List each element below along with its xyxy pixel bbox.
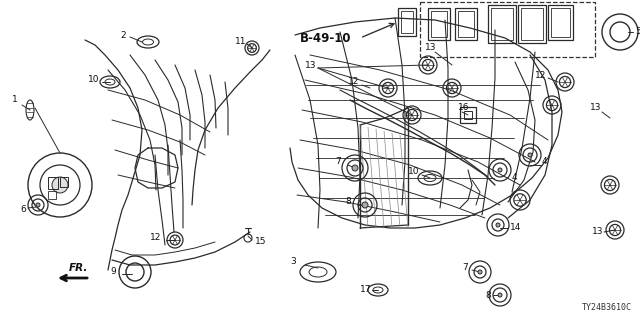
Text: 3: 3 [290, 258, 296, 267]
Bar [458, 11, 474, 37]
Text: 10: 10 [408, 167, 419, 177]
Bar [518, 5, 546, 43]
Bar [488, 5, 516, 43]
Circle shape [496, 223, 500, 227]
Text: 13: 13 [590, 103, 602, 113]
Bar [491, 8, 513, 40]
Bar [460, 107, 476, 123]
Circle shape [498, 293, 502, 297]
Bar [420, 2, 595, 57]
Text: 14: 14 [510, 223, 522, 233]
Text: 13: 13 [305, 60, 317, 69]
Circle shape [352, 165, 358, 171]
Text: 4: 4 [512, 173, 518, 182]
Bar [398, 8, 416, 36]
Circle shape [498, 168, 502, 172]
Text: 13: 13 [425, 44, 436, 52]
Text: 16: 16 [458, 103, 470, 113]
Text: 12: 12 [348, 77, 360, 86]
Text: 11: 11 [235, 37, 246, 46]
Bar [521, 8, 543, 40]
Text: 1: 1 [12, 95, 18, 105]
Text: 7: 7 [335, 157, 340, 166]
Bar [551, 8, 570, 37]
Text: 8: 8 [345, 197, 351, 206]
Text: 17: 17 [360, 285, 371, 294]
Text: 8: 8 [485, 291, 491, 300]
Text: TY24B3610C: TY24B3610C [582, 303, 632, 312]
Text: 15: 15 [255, 237, 266, 246]
Bar [48, 177, 58, 189]
Bar [401, 11, 413, 33]
Bar [431, 11, 447, 37]
Text: 6: 6 [20, 205, 26, 214]
Text: 4: 4 [542, 157, 548, 166]
Circle shape [52, 177, 68, 193]
Circle shape [362, 202, 368, 208]
Bar [464, 111, 472, 119]
Text: 13: 13 [592, 228, 604, 236]
Circle shape [528, 153, 532, 157]
Text: 10: 10 [88, 76, 99, 84]
Text: 5: 5 [635, 28, 640, 36]
Bar [548, 5, 573, 40]
Bar [455, 8, 477, 40]
Text: 2: 2 [120, 30, 125, 39]
Text: B-49-10: B-49-10 [300, 31, 351, 44]
Text: 12: 12 [150, 234, 161, 243]
Circle shape [36, 203, 40, 207]
Circle shape [478, 270, 482, 274]
Bar [48, 191, 56, 199]
Bar [60, 177, 68, 187]
Text: FR.: FR. [68, 263, 88, 273]
Text: 12: 12 [535, 70, 547, 79]
Bar [428, 8, 450, 40]
Text: 7: 7 [462, 263, 468, 273]
Text: 9: 9 [110, 268, 116, 276]
